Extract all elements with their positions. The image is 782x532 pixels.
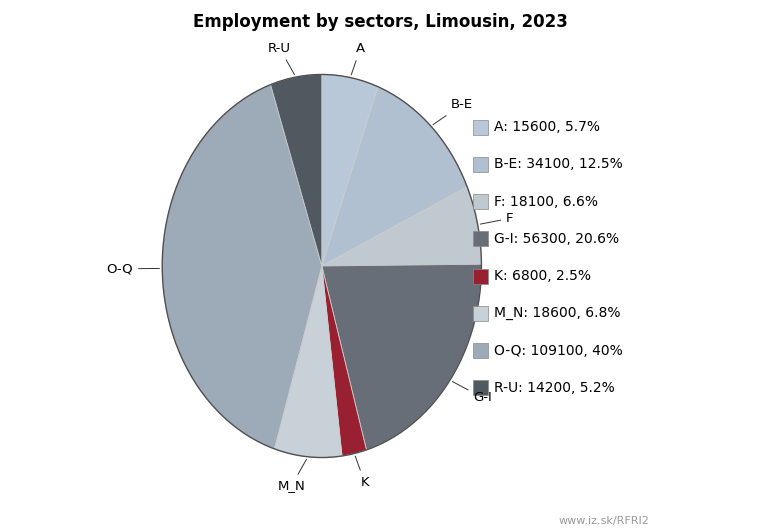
Text: O-Q: 109100, 40%: O-Q: 109100, 40% — [493, 344, 622, 358]
Polygon shape — [322, 187, 482, 266]
Text: K: K — [355, 456, 369, 489]
Text: K: 6800, 2.5%: K: 6800, 2.5% — [493, 269, 590, 283]
Bar — [473, 269, 488, 284]
Text: R-U: 14200, 5.2%: R-U: 14200, 5.2% — [493, 381, 615, 395]
Text: G-I: 56300, 20.6%: G-I: 56300, 20.6% — [493, 232, 619, 246]
Polygon shape — [322, 266, 367, 456]
Text: B-E: 34100, 12.5%: B-E: 34100, 12.5% — [493, 157, 622, 171]
Polygon shape — [322, 74, 378, 266]
Text: R-U: R-U — [268, 41, 295, 74]
Text: www.iz.sk/RFRI2: www.iz.sk/RFRI2 — [558, 516, 649, 526]
Bar — [473, 380, 488, 395]
Text: F: F — [480, 212, 514, 225]
Text: B-E: B-E — [433, 98, 473, 124]
Text: A: 15600, 5.7%: A: 15600, 5.7% — [493, 120, 600, 134]
Text: A: A — [351, 42, 364, 75]
Polygon shape — [274, 266, 342, 458]
Bar — [473, 231, 488, 246]
Bar — [473, 343, 488, 358]
Bar — [473, 194, 488, 209]
Polygon shape — [271, 74, 322, 266]
Polygon shape — [322, 264, 482, 450]
Text: M_N: 18600, 6.8%: M_N: 18600, 6.8% — [493, 306, 620, 320]
Bar — [473, 306, 488, 321]
Text: M_N: M_N — [278, 459, 307, 493]
Text: G-I: G-I — [453, 381, 492, 404]
Polygon shape — [322, 87, 467, 266]
Bar — [473, 120, 488, 135]
Text: F: 18100, 6.6%: F: 18100, 6.6% — [493, 195, 597, 209]
Polygon shape — [162, 85, 322, 449]
Bar — [473, 157, 488, 172]
Text: Employment by sectors, Limousin, 2023: Employment by sectors, Limousin, 2023 — [193, 13, 568, 31]
Text: O-Q: O-Q — [106, 262, 160, 275]
